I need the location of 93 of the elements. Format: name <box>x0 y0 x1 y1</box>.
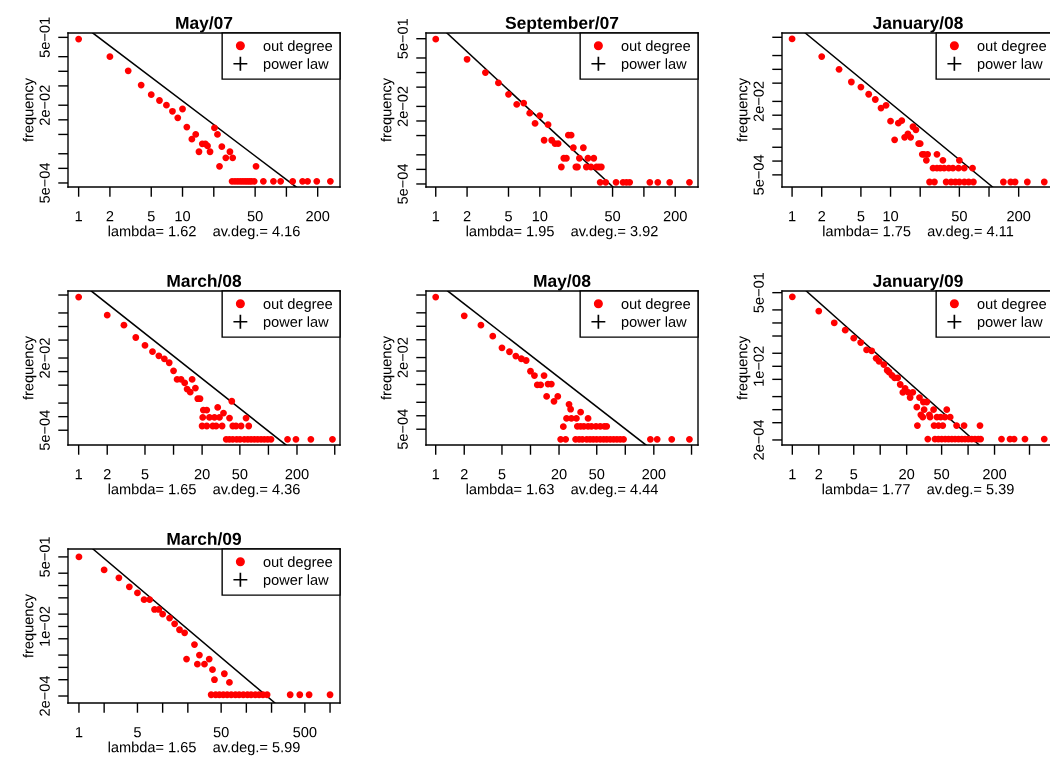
x-tick-label: 500 <box>293 727 317 738</box>
chart-title: September/07 <box>505 16 619 33</box>
x-tick-label: 5 <box>133 727 141 738</box>
x-axis-title: lambda= 1.65 av.deg.= 5.99 <box>108 741 300 756</box>
x-axis-title: lambda= 1.65 av.deg.= 4.36 <box>108 483 300 498</box>
x-tick-label: 200 <box>285 469 309 480</box>
x-tick-label: 2 <box>818 211 826 222</box>
legend-label: out degree <box>977 40 1047 54</box>
x-tick-label: 10 <box>175 211 191 222</box>
y-axis-title: frequency <box>380 336 395 400</box>
x-tick-label: 5 <box>505 211 512 222</box>
x-tick-label: 2 <box>463 211 471 222</box>
x-axis-title: lambda= 1.77 av.deg.= 5.39 <box>822 483 1014 498</box>
y-tick-label: 5e−01 <box>753 272 764 313</box>
legend-label: out degree <box>263 556 333 570</box>
y-tick-label: 1e−02 <box>753 346 764 386</box>
y-tick-label: 1e−02 <box>39 606 50 646</box>
y-tick-label: 2e−02 <box>39 338 50 378</box>
y-axis-title: frequency <box>380 78 395 142</box>
legend-label: power law <box>977 58 1043 72</box>
y-tick-label: 2e−02 <box>397 337 408 378</box>
y-axis-title: frequency <box>22 594 37 658</box>
x-tick-label: 5 <box>141 469 149 480</box>
y-axis-title: frequency <box>736 336 751 400</box>
legend-label: out degree <box>977 298 1047 312</box>
y-tick-label: 5e−04 <box>397 163 408 204</box>
x-tick-label: 1 <box>432 211 440 222</box>
y-tick-label: 2e−02 <box>39 85 50 125</box>
legend-label: out degree <box>263 298 333 312</box>
x-tick-label: 20 <box>551 469 567 480</box>
y-tick-label: 5e−04 <box>753 154 764 195</box>
x-tick-label: 5 <box>147 211 155 222</box>
chart-title: March/08 <box>167 274 242 288</box>
x-tick-label: 50 <box>951 211 967 222</box>
chart-title: January/08 <box>872 16 963 33</box>
x-axis-title: lambda= 1.75 av.deg.= 4.11 <box>823 225 1014 240</box>
x-tick-label: 5 <box>857 211 865 222</box>
y-tick-label: 2e−02 <box>753 81 764 122</box>
x-tick-label: 200 <box>1007 211 1031 222</box>
x-tick-label: 1 <box>75 469 83 480</box>
x-axis-title: lambda= 1.62 av.deg.= 4.16 <box>108 225 300 240</box>
x-tick-label: 5 <box>498 469 506 480</box>
legend-label: power law <box>263 574 329 588</box>
x-tick-label: 2 <box>815 469 823 480</box>
x-axis-title: lambda= 1.95 av.deg.= 3.92 <box>466 225 658 240</box>
x-tick-label: 50 <box>589 469 605 480</box>
legend-label: power law <box>263 316 329 330</box>
y-tick-label: 2e−04 <box>39 675 50 716</box>
legend-label: out degree <box>263 40 333 54</box>
legend-label: power law <box>621 58 687 72</box>
y-tick-label: 5e−01 <box>39 537 50 577</box>
chart-title: May/07 <box>176 16 233 33</box>
legend-label: out degree <box>621 40 691 54</box>
x-tick-label: 10 <box>532 211 548 222</box>
x-axis-title: lambda= 1.63 av.deg.= 4.44 <box>466 483 658 498</box>
legend-label: out degree <box>621 298 691 312</box>
x-tick-label: 200 <box>306 211 330 222</box>
y-axis-title: frequency <box>22 336 37 400</box>
chart-title: May/08 <box>534 274 591 291</box>
x-tick-label: 50 <box>605 211 621 222</box>
x-tick-label: 20 <box>194 469 210 480</box>
x-tick-label: 2 <box>460 469 468 480</box>
y-axis-title: frequency <box>736 78 751 142</box>
x-tick-label: 1 <box>76 727 83 738</box>
chart-title: January/09 <box>872 274 963 291</box>
x-tick-label: 1 <box>75 211 82 222</box>
y-tick-label: 5e−01 <box>39 17 50 58</box>
x-tick-label: 50 <box>232 469 248 480</box>
x-tick-label: 200 <box>642 469 666 480</box>
y-tick-label: 5e−04 <box>39 410 50 451</box>
x-tick-label: 5 <box>850 469 858 480</box>
y-tick-label: 5e−01 <box>397 18 408 59</box>
x-tick-label: 50 <box>247 211 263 222</box>
legend-label: power law <box>263 58 329 72</box>
chart-title: March/09 <box>167 532 241 546</box>
x-tick-label: 200 <box>983 469 1007 480</box>
x-tick-label: 1 <box>789 211 796 222</box>
x-tick-label: 1 <box>432 469 440 480</box>
x-tick-label: 50 <box>934 469 950 480</box>
y-axis-title: frequency <box>22 78 37 142</box>
y-tick-label: 5e−04 <box>397 409 408 450</box>
x-tick-label: 50 <box>213 727 229 738</box>
legend-label: power law <box>621 316 687 330</box>
x-tick-label: 2 <box>103 469 111 480</box>
y-tick-label: 2e−04 <box>753 419 764 460</box>
y-tick-label: 5e−04 <box>39 162 50 203</box>
x-tick-label: 1 <box>789 469 796 480</box>
x-tick-label: 2 <box>106 211 114 222</box>
legend-label: power law <box>977 316 1043 330</box>
y-tick-label: 2e−02 <box>397 86 408 127</box>
x-tick-label: 10 <box>883 211 899 222</box>
x-tick-label: 200 <box>663 211 687 222</box>
x-tick-label: 20 <box>899 469 915 480</box>
